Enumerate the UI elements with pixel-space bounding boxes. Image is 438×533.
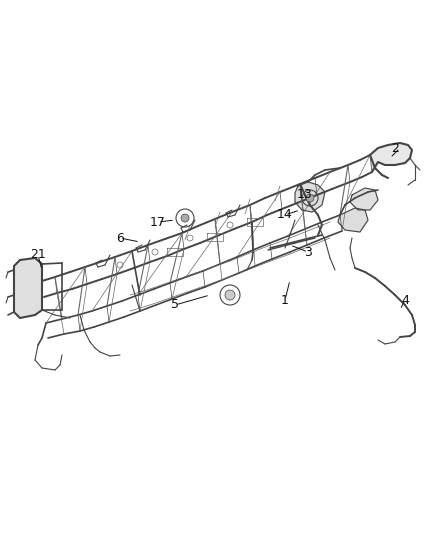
Text: 17: 17	[150, 215, 166, 229]
Text: 5: 5	[171, 298, 179, 311]
Text: 2: 2	[391, 141, 399, 155]
Circle shape	[181, 214, 189, 222]
Polygon shape	[338, 208, 368, 232]
Text: 6: 6	[116, 231, 124, 245]
Text: 13: 13	[297, 189, 313, 201]
Text: 3: 3	[304, 246, 312, 259]
Text: 4: 4	[401, 294, 409, 306]
Polygon shape	[370, 143, 412, 172]
Circle shape	[306, 194, 314, 202]
Circle shape	[225, 290, 235, 300]
Polygon shape	[295, 182, 325, 212]
Polygon shape	[350, 188, 378, 210]
Text: 14: 14	[277, 208, 293, 222]
Text: 21: 21	[30, 248, 46, 262]
Text: 1: 1	[281, 294, 289, 306]
Polygon shape	[14, 258, 42, 318]
